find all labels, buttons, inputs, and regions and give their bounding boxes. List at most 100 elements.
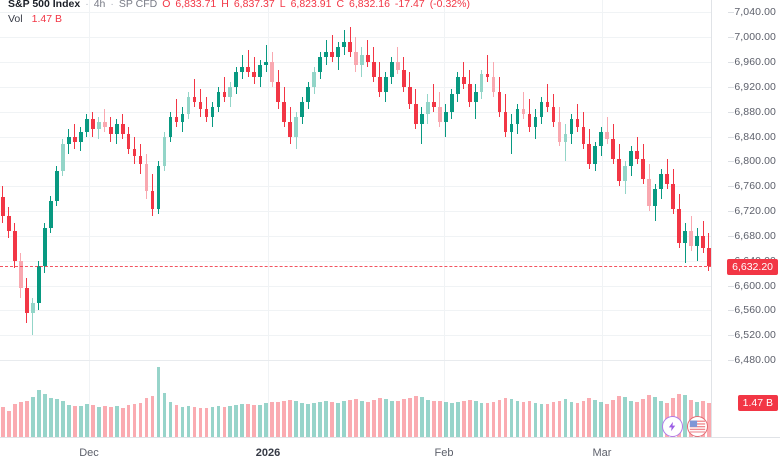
candle-wick — [104, 109, 106, 132]
price-axis-tick — [728, 136, 735, 138]
volume-bar — [240, 403, 245, 437]
candlestick — [19, 0, 23, 360]
volume-bar — [228, 405, 233, 437]
volume-bar — [545, 404, 550, 437]
candle-body — [467, 84, 472, 102]
candle-body — [635, 151, 640, 159]
candle-body — [563, 134, 568, 142]
us-market-flag-icon[interactable] — [687, 416, 708, 437]
volume-bar — [54, 399, 59, 437]
candle-wick — [397, 47, 399, 75]
volume-bar — [120, 407, 125, 437]
volume-bar — [479, 402, 484, 437]
candlestick — [707, 0, 711, 360]
candlestick — [425, 0, 430, 360]
volume-bar — [378, 398, 382, 437]
volume-pane[interactable] — [0, 360, 712, 437]
candlestick — [545, 0, 550, 360]
candle-body — [599, 131, 604, 147]
candle-body — [60, 144, 65, 172]
candle-body — [240, 67, 245, 72]
volume-bar — [611, 400, 616, 437]
candlestick — [431, 0, 436, 360]
candle-body — [623, 166, 628, 182]
candle-body — [180, 114, 185, 122]
price-axis-tick — [728, 211, 735, 213]
candle-body — [402, 69, 406, 87]
candlestick — [162, 0, 167, 360]
volume-bar — [431, 401, 436, 437]
volume-bar — [132, 404, 137, 437]
candlestick — [288, 0, 293, 360]
candle-body — [461, 76, 466, 85]
candle-body — [425, 101, 430, 115]
candlestick — [246, 0, 251, 360]
price-axis-label: 6,800.00 — [728, 155, 776, 167]
volume-bar — [162, 392, 167, 437]
volume-bar — [13, 403, 17, 437]
candle-body — [545, 101, 550, 107]
candlestick — [503, 0, 508, 360]
volume-bar — [581, 400, 586, 437]
candle-body — [342, 42, 346, 48]
candlestick-pane[interactable] — [0, 0, 712, 360]
price-axis-tick — [728, 12, 735, 14]
candlestick — [557, 0, 562, 360]
lightning-bolt-icon[interactable] — [662, 416, 683, 437]
candle-body — [252, 72, 257, 77]
candle-wick — [205, 96, 207, 122]
grid-line-horizontal — [0, 285, 712, 287]
chart-plot-area[interactable] — [0, 0, 712, 437]
candlestick — [90, 0, 95, 360]
candle-body — [210, 106, 215, 117]
volume-bar — [336, 402, 340, 437]
candle-body — [162, 136, 167, 167]
volume-bar — [168, 401, 173, 437]
candle-body — [407, 86, 412, 105]
candle-wick — [193, 79, 195, 107]
candle-body — [120, 124, 125, 135]
candlestick — [683, 0, 687, 360]
candlestick — [138, 0, 143, 360]
candle-body — [126, 134, 131, 149]
candlestick — [611, 0, 616, 360]
candle-body — [653, 188, 657, 207]
candlestick — [515, 0, 520, 360]
candle-body — [509, 124, 514, 132]
time-axis[interactable]: Dec 2026 Feb Mar — [0, 437, 780, 470]
price-axis-label: 6,600.00 — [728, 280, 776, 292]
volume-bar — [288, 400, 293, 437]
candlestick — [7, 0, 11, 360]
candlestick — [521, 0, 526, 360]
volume-bar — [330, 401, 334, 437]
candle-body — [587, 144, 592, 164]
candlestick — [509, 0, 514, 360]
candle-body — [186, 96, 191, 115]
candle-body — [288, 121, 293, 137]
candle-body — [294, 116, 299, 137]
candle-body — [168, 116, 173, 137]
candle-body — [300, 101, 304, 117]
volume-bar — [629, 400, 634, 437]
candlestick — [342, 0, 346, 360]
volume-bar — [25, 400, 29, 437]
grid-line-horizontal — [0, 310, 712, 312]
grid-line-horizontal — [0, 136, 712, 138]
volume-bar — [569, 401, 574, 437]
candlestick — [31, 0, 35, 360]
candlestick — [204, 0, 209, 360]
volume-bar — [437, 400, 442, 437]
candle-body — [605, 131, 610, 140]
candle-body — [19, 260, 23, 288]
candlestick — [419, 0, 424, 360]
candle-body — [31, 302, 35, 313]
volume-bar — [413, 396, 418, 437]
candlestick — [222, 0, 227, 360]
candle-body — [138, 156, 143, 164]
volume-bar — [599, 402, 604, 437]
price-axis[interactable]: 7,040.00 7,000.00 6,960.00 6,920.00 6,880.00… — [711, 0, 780, 437]
candlestick — [689, 0, 693, 360]
chart-corner-icons — [662, 416, 708, 437]
volume-bar — [497, 399, 502, 437]
candle-body — [324, 52, 328, 58]
